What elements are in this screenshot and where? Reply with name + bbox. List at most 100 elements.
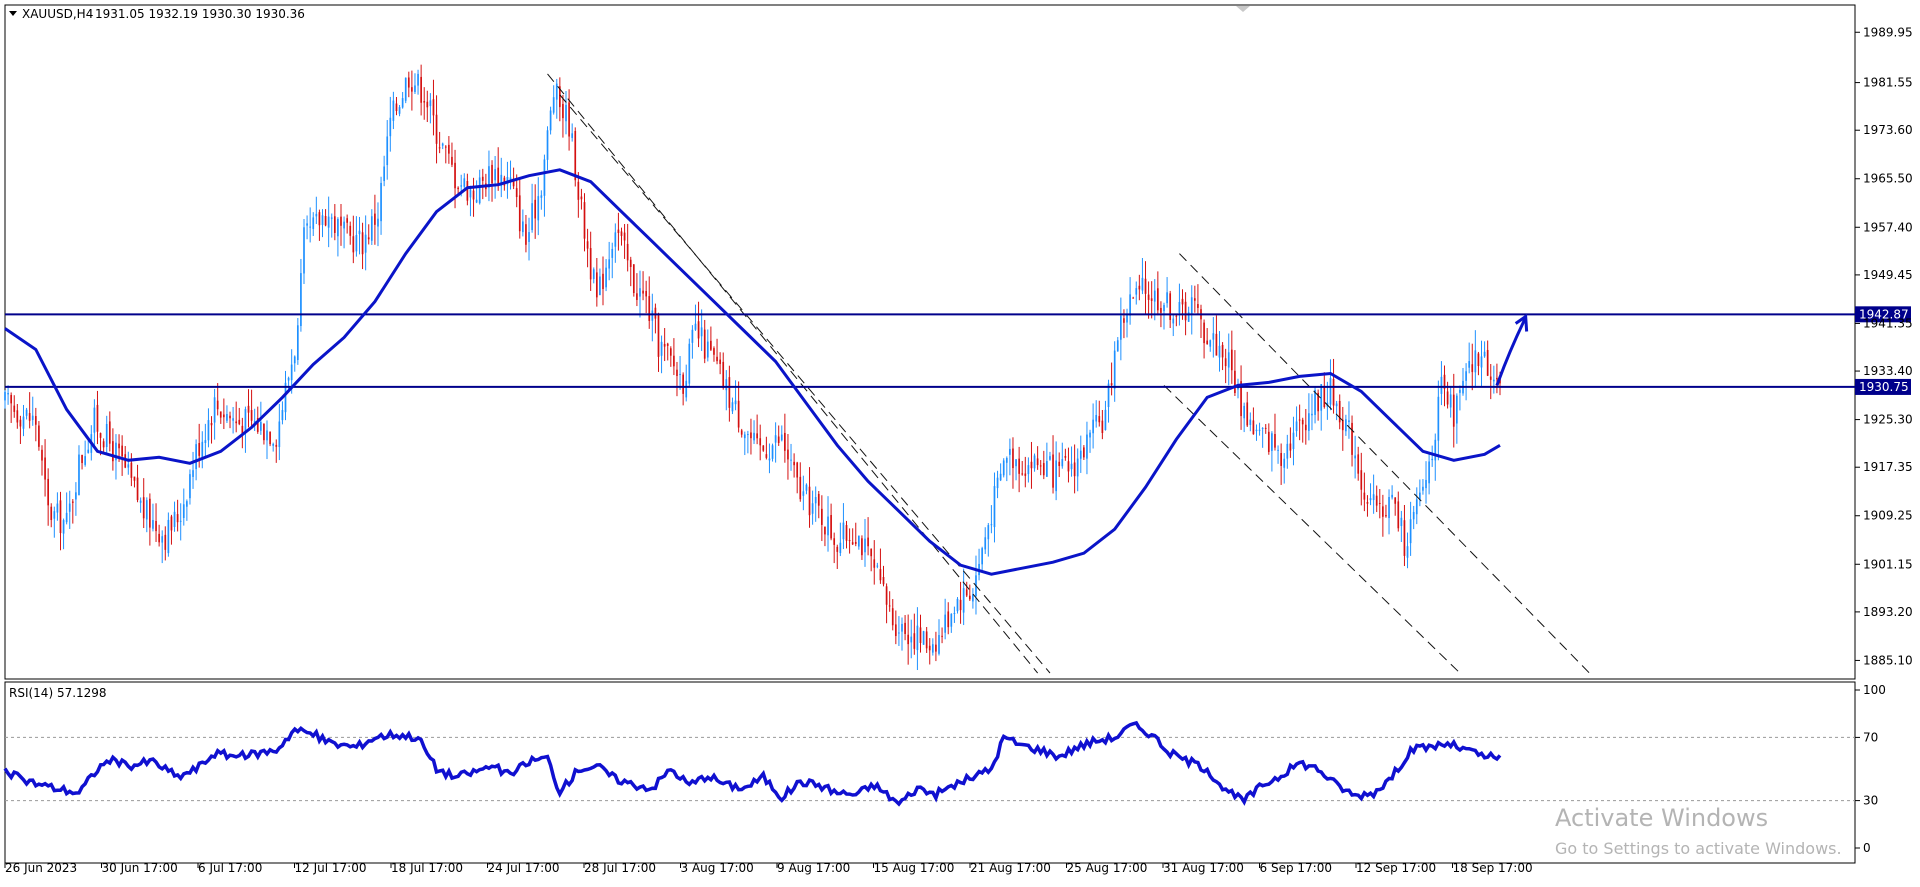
- candle: [867, 517, 869, 556]
- candle-body: [725, 379, 728, 391]
- candle-body: [1163, 305, 1165, 312]
- candle-body: [269, 431, 271, 445]
- candle: [888, 591, 891, 612]
- candle: [1267, 423, 1270, 455]
- candle-body: [549, 110, 552, 131]
- candle-body: [1437, 396, 1440, 441]
- candle: [993, 472, 996, 543]
- candle: [817, 491, 820, 519]
- candle-body: [528, 232, 530, 242]
- candle-body: [706, 341, 709, 358]
- candle: [1431, 445, 1434, 467]
- candle-body: [1335, 403, 1338, 407]
- candle-body: [414, 85, 416, 92]
- candle-body: [1341, 419, 1344, 431]
- candle-body: [1357, 454, 1360, 474]
- dropdown-triangle-icon[interactable]: [9, 11, 17, 16]
- candle: [666, 342, 669, 361]
- candle-body: [296, 325, 299, 360]
- candle: [882, 565, 885, 587]
- candle-body: [112, 441, 114, 462]
- candle-body: [1002, 460, 1005, 476]
- candle-body: [25, 409, 28, 416]
- candle-body: [1308, 413, 1310, 431]
- candle-body: [31, 415, 34, 421]
- candle: [1206, 328, 1209, 345]
- candle: [1388, 489, 1390, 535]
- candle: [1480, 340, 1483, 387]
- candle-body: [65, 512, 68, 523]
- candle: [324, 209, 327, 227]
- candle: [602, 256, 604, 306]
- candle: [19, 415, 22, 444]
- candle-body: [475, 199, 478, 203]
- candle: [136, 464, 139, 503]
- candle-body: [599, 276, 601, 295]
- candle-body: [916, 625, 919, 651]
- candle: [1098, 400, 1101, 427]
- candle-body: [284, 382, 287, 413]
- candle-body: [226, 413, 228, 421]
- candle: [1018, 446, 1020, 493]
- candle-body: [642, 290, 644, 294]
- candle-body: [676, 369, 678, 377]
- candle: [1190, 285, 1193, 335]
- candle: [401, 92, 404, 109]
- candle: [512, 167, 515, 190]
- candle: [293, 355, 296, 372]
- candle: [1073, 444, 1076, 494]
- candle-body: [392, 100, 395, 121]
- candle-body: [1403, 520, 1406, 556]
- symbol-label: XAUUSD,H4: [22, 7, 93, 21]
- candle: [780, 425, 783, 442]
- candle-body: [836, 546, 839, 552]
- candle-body: [1474, 350, 1477, 373]
- candle: [451, 142, 453, 168]
- candle: [358, 216, 361, 255]
- candle-body: [81, 454, 83, 464]
- candle: [1079, 435, 1082, 473]
- candle: [247, 389, 250, 428]
- candle: [1227, 333, 1230, 386]
- candle-body: [1338, 400, 1341, 423]
- candle: [531, 183, 533, 233]
- candle-body: [509, 177, 512, 180]
- candle-body: [293, 356, 296, 364]
- candle: [327, 196, 330, 248]
- candle: [1070, 446, 1073, 477]
- candle-body: [1286, 443, 1289, 459]
- candle-body: [343, 221, 345, 229]
- candle-body: [127, 464, 130, 468]
- candle: [395, 96, 398, 116]
- candle: [1455, 393, 1458, 444]
- candle: [599, 268, 601, 296]
- candle: [799, 462, 802, 502]
- candle-body: [1061, 459, 1064, 467]
- candle-body: [1320, 384, 1323, 411]
- candle-body: [176, 514, 179, 523]
- candle: [65, 492, 68, 525]
- candle: [133, 476, 136, 488]
- candle-body: [1110, 383, 1113, 386]
- candle-body: [201, 441, 204, 458]
- candle: [1391, 485, 1393, 500]
- time-tick-label: 21 Aug 17:00: [970, 861, 1051, 875]
- candle-body: [167, 519, 170, 554]
- candle-body: [386, 136, 389, 166]
- candle-body: [833, 538, 836, 545]
- candle-body: [1409, 519, 1412, 544]
- candle: [164, 526, 167, 561]
- candle: [1434, 433, 1437, 481]
- candle-body: [811, 503, 814, 514]
- candle-body: [432, 99, 435, 116]
- candle-body: [41, 449, 43, 461]
- candle-body: [244, 409, 247, 433]
- candle-body: [762, 445, 765, 451]
- candle-body: [1203, 322, 1205, 344]
- candle: [540, 190, 543, 210]
- candle: [1277, 445, 1279, 464]
- candle: [1459, 385, 1461, 411]
- candle-body: [870, 548, 873, 557]
- candle-body: [78, 454, 80, 496]
- candle-body: [62, 520, 65, 534]
